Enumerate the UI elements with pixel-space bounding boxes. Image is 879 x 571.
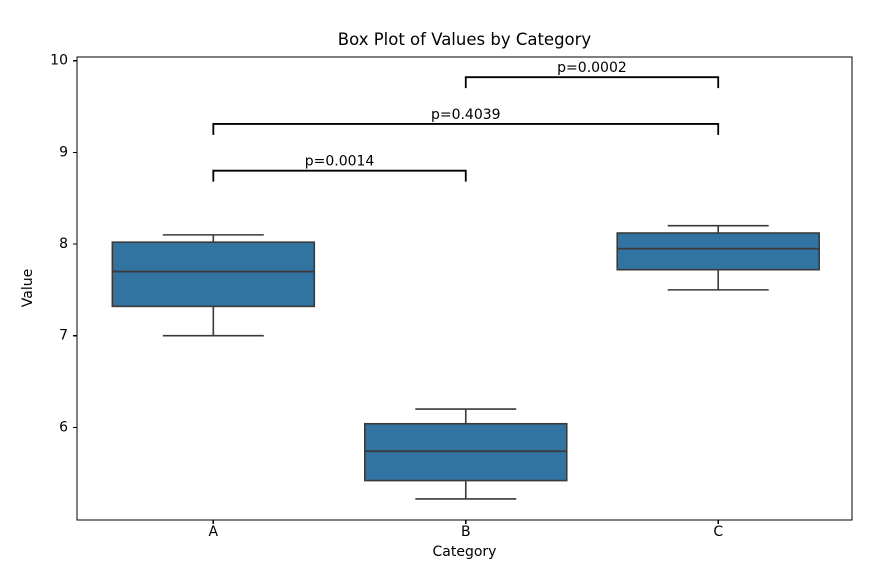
chart-title: Box Plot of Values by Category <box>337 30 592 49</box>
plot-border <box>76 56 853 521</box>
p-value-label: p=0.0014 <box>305 154 375 170</box>
significance-bracket <box>212 169 467 182</box>
y-tick-label: 8 <box>59 236 68 252</box>
significance-bracket <box>464 76 720 89</box>
x-tick-label: B <box>461 524 471 540</box>
box-C <box>616 232 820 271</box>
x-tick-label: A <box>209 524 219 540</box>
y-tick-label: 7 <box>59 328 68 344</box>
box-A <box>111 241 316 308</box>
significance-bracket <box>212 123 720 135</box>
x-tick-label: C <box>713 524 723 540</box>
p-value-label: p=0.0002 <box>557 60 627 76</box>
y-tick-label: 6 <box>59 419 68 435</box>
y-tick-label: 9 <box>59 144 68 160</box>
y-axis-label: Value <box>20 268 36 308</box>
p-value-label: p=0.4039 <box>431 107 501 123</box>
y-tick-label: 10 <box>50 53 68 69</box>
x-axis-label: Category <box>432 544 497 560</box>
box-B <box>363 422 568 482</box>
